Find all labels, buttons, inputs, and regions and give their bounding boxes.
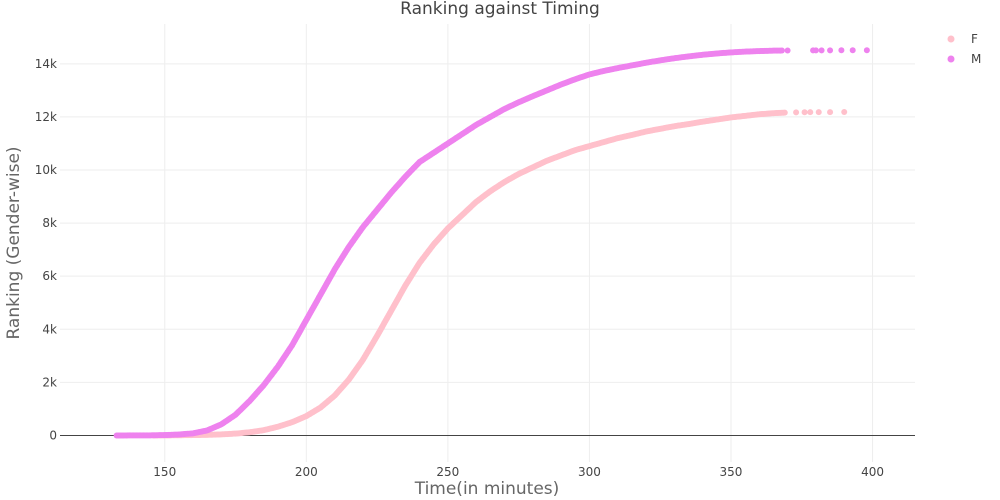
x-tick-label: 250 (436, 465, 459, 479)
data-point (781, 109, 788, 116)
y-tick-label: 4k (42, 322, 57, 336)
legend[interactable]: FM (947, 32, 982, 66)
data-point (784, 47, 791, 54)
y-tick-label: 2k (42, 375, 57, 389)
grid-layer (60, 24, 915, 462)
legend-item-M[interactable]: M (947, 52, 982, 66)
y-axis-title: Ranking (Gender-wise) (4, 146, 24, 339)
x-tick-label: 150 (153, 465, 176, 479)
x-axis-title: Time(in minutes) (414, 479, 560, 499)
legend-label: F (971, 32, 978, 46)
legend-item-F[interactable]: F (947, 32, 979, 46)
data-point (778, 47, 785, 54)
data-point (841, 108, 848, 115)
legend-label: M (971, 52, 981, 66)
x-tick-label: 300 (578, 465, 601, 479)
data-point (827, 109, 834, 116)
data-point (838, 47, 845, 54)
data-point (807, 109, 814, 116)
x-tick-label: 350 (720, 465, 743, 479)
y-tick-label: 6k (42, 269, 57, 283)
series-M (113, 47, 870, 439)
data-point (818, 47, 825, 54)
data-point (849, 47, 856, 54)
data-point (815, 109, 822, 116)
x-tick-label: 400 (861, 465, 884, 479)
x-tick-label: 200 (295, 465, 318, 479)
data-point (827, 47, 834, 54)
chart-title: Ranking against Timing (400, 0, 600, 19)
legend-marker (947, 55, 955, 63)
y-tick-label: 10k (35, 163, 57, 177)
series-layer (113, 47, 870, 439)
data-point (863, 47, 870, 54)
y-tick-label: 14k (35, 57, 57, 71)
y-tick-label: 0 (49, 428, 57, 442)
data-point (801, 109, 808, 116)
y-tick-label: 8k (42, 216, 57, 230)
tick-layer: 150 200 250 300 350 400 0 2k 4k 6k 8k 10k 12k 14k (35, 57, 884, 479)
data-point (793, 109, 800, 116)
y-tick-label: 12k (35, 110, 57, 124)
legend-marker (947, 35, 955, 43)
data-point (812, 47, 819, 54)
